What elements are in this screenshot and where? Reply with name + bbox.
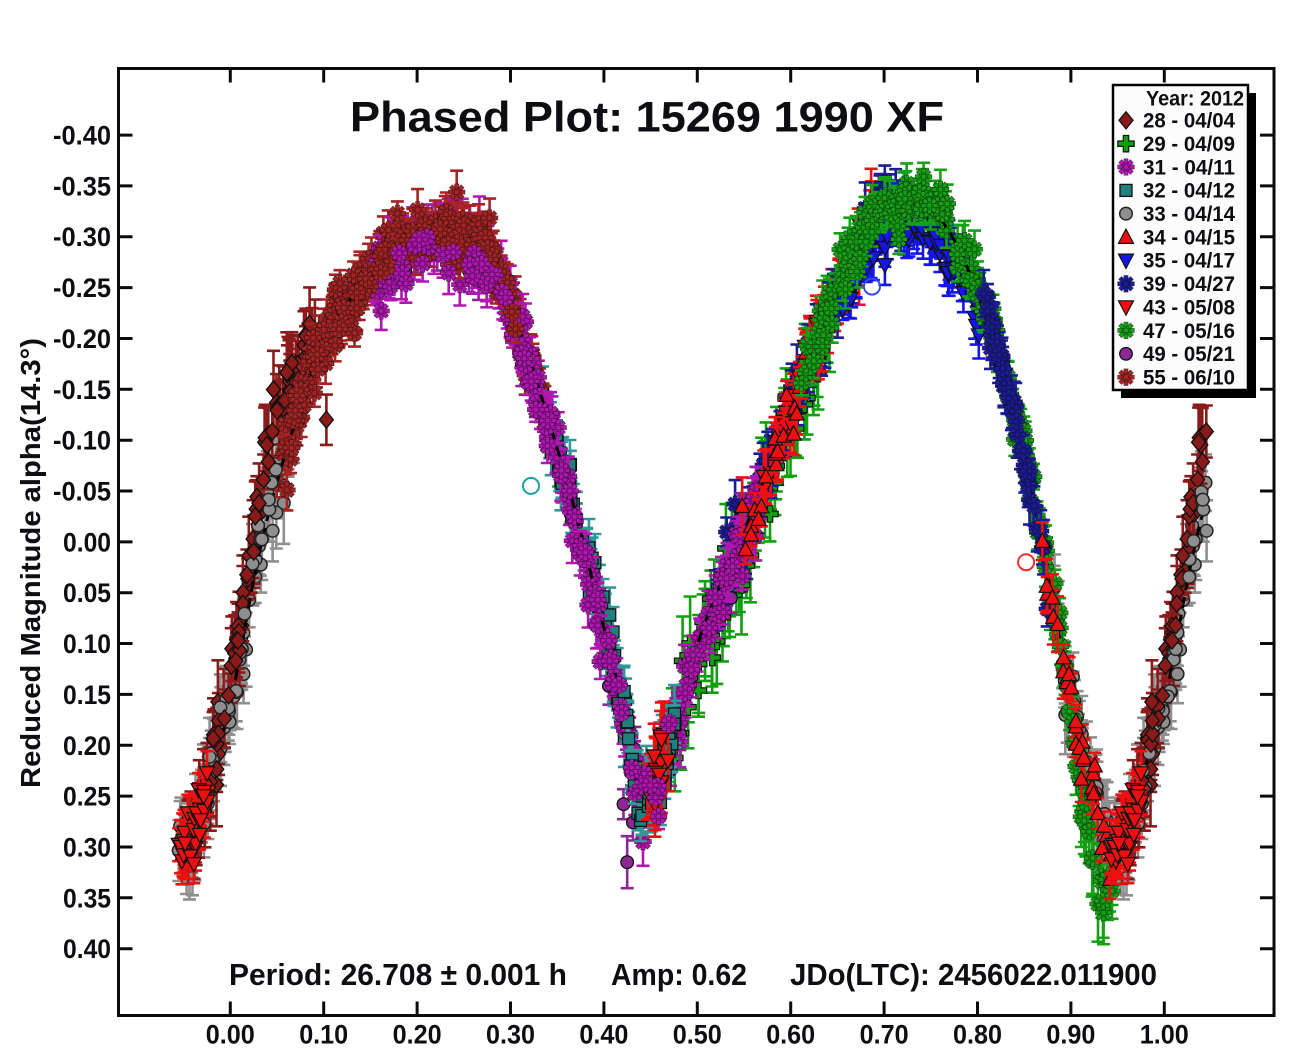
svg-text:-0.05: -0.05	[53, 477, 111, 507]
svg-text:-0.15: -0.15	[53, 375, 111, 405]
svg-text:0.25: 0.25	[63, 782, 111, 812]
svg-text:0.30: 0.30	[63, 833, 111, 863]
svg-text:1.00: 1.00	[1140, 1020, 1189, 1050]
svg-text:29 - 04/09: 29 - 04/09	[1143, 133, 1235, 156]
svg-text:34 - 04/15: 34 - 04/15	[1143, 226, 1235, 249]
svg-text:-0.20: -0.20	[53, 324, 111, 354]
svg-text:39 - 04/27: 39 - 04/27	[1143, 273, 1235, 296]
svg-text:0.40: 0.40	[63, 934, 111, 964]
svg-text:Period: 26.708 ± 0.001 h: Period: 26.708 ± 0.001 h	[229, 957, 567, 992]
svg-text:33 - 04/14: 33 - 04/14	[1143, 203, 1235, 226]
svg-text:0.40: 0.40	[579, 1020, 628, 1050]
svg-text:-0.25: -0.25	[53, 273, 111, 303]
svg-text:0.35: 0.35	[63, 883, 111, 913]
svg-text:-0.35: -0.35	[53, 171, 111, 201]
svg-text:-0.10: -0.10	[53, 426, 111, 456]
svg-text:28 - 04/04: 28 - 04/04	[1143, 110, 1235, 133]
svg-text:0.00: 0.00	[206, 1020, 255, 1050]
svg-text:49 - 05/21: 49 - 05/21	[1143, 343, 1235, 366]
svg-text:0.05: 0.05	[63, 578, 111, 608]
svg-text:0.20: 0.20	[63, 731, 111, 761]
svg-text:0.15: 0.15	[63, 680, 111, 710]
svg-text:0.70: 0.70	[860, 1020, 909, 1050]
svg-text:0.10: 0.10	[299, 1020, 348, 1050]
svg-text:0.90: 0.90	[1046, 1020, 1095, 1050]
svg-text:0.10: 0.10	[63, 629, 111, 659]
svg-text:0.50: 0.50	[673, 1020, 722, 1050]
svg-text:Reduced Magnitude alpha(14.3°): Reduced Magnitude alpha(14.3°)	[15, 338, 46, 788]
svg-text:35 - 04/17: 35 - 04/17	[1143, 250, 1235, 273]
svg-text:0.00: 0.00	[63, 527, 111, 557]
svg-text:32 - 04/12: 32 - 04/12	[1143, 180, 1235, 203]
svg-text:43 - 05/08: 43 - 05/08	[1143, 296, 1235, 319]
svg-text:Phased Plot: 15269 1990 XF: Phased Plot: 15269 1990 XF	[350, 94, 944, 142]
svg-text:0.20: 0.20	[393, 1020, 442, 1050]
svg-text:Year: 2012: Year: 2012	[1146, 88, 1244, 111]
svg-text:-0.40: -0.40	[53, 121, 111, 151]
svg-text:55 - 06/10: 55 - 06/10	[1143, 367, 1235, 390]
svg-text:47 - 05/16: 47 - 05/16	[1143, 320, 1235, 343]
svg-text:31 - 04/11: 31 - 04/11	[1143, 156, 1235, 179]
svg-text:-0.30: -0.30	[53, 222, 111, 252]
svg-text:0.80: 0.80	[953, 1020, 1002, 1050]
svg-text:JDo(LTC): 2456022.011900: JDo(LTC): 2456022.011900	[790, 957, 1157, 992]
svg-text:Amp: 0.62: Amp: 0.62	[611, 957, 747, 992]
svg-text:0.30: 0.30	[486, 1020, 535, 1050]
svg-text:0.60: 0.60	[766, 1020, 815, 1050]
